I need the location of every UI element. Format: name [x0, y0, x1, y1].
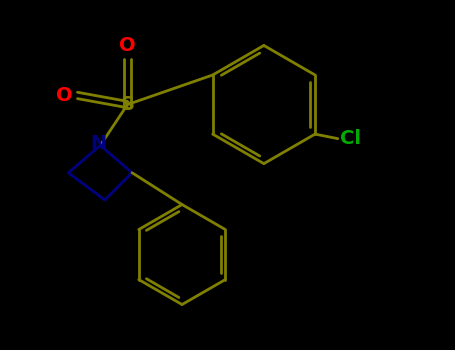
Text: Cl: Cl [340, 129, 361, 148]
Text: N: N [90, 134, 106, 153]
Text: S: S [121, 95, 135, 114]
Text: O: O [56, 86, 73, 105]
Text: O: O [119, 36, 136, 55]
